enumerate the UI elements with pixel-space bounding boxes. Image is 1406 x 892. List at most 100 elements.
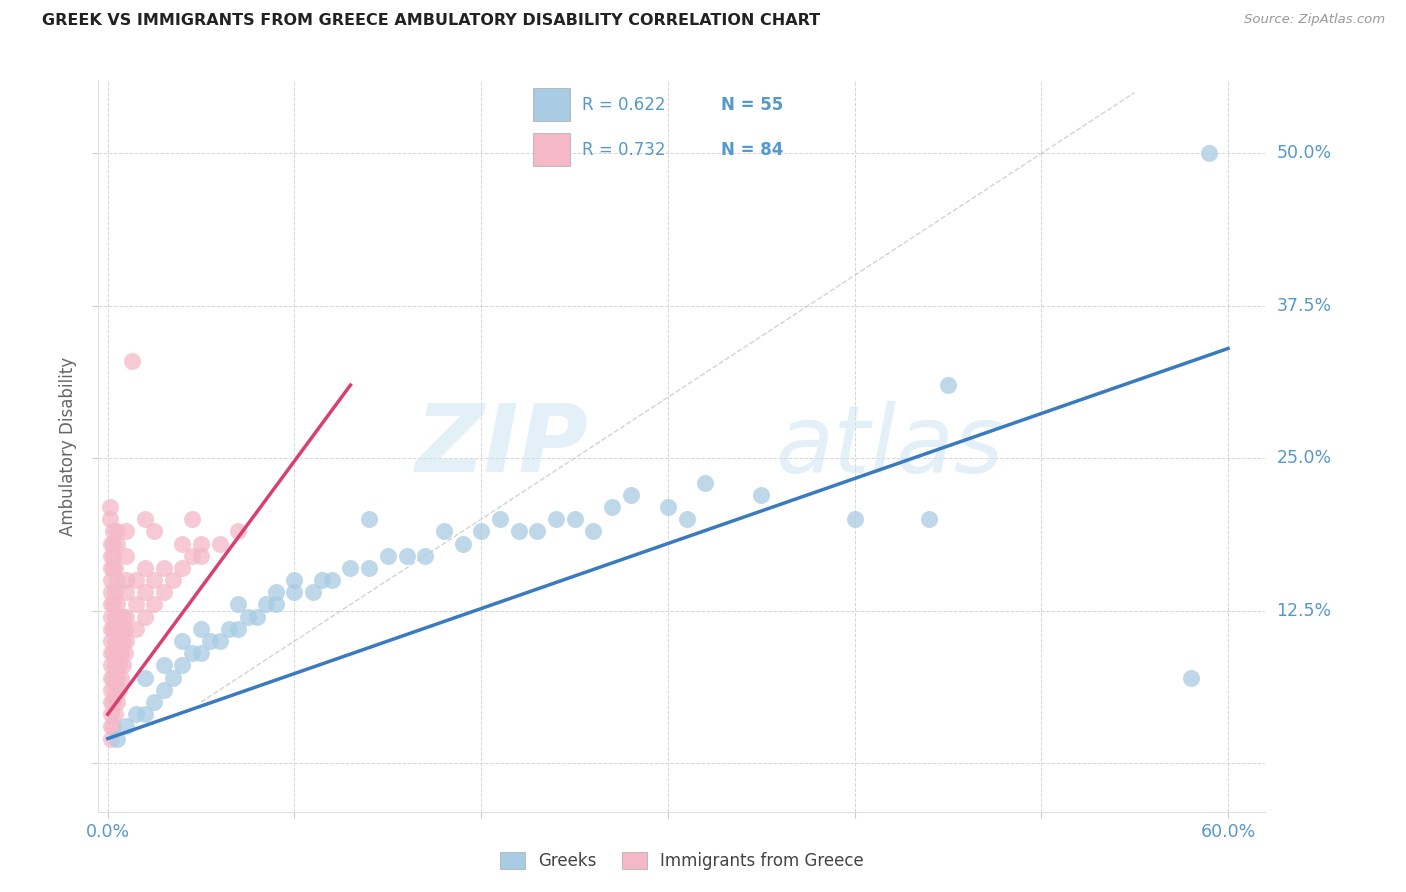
Point (125, 598, 148, 612)
Point (103, 695, 125, 709)
Point (395, 549, 418, 563)
Point (105, 573, 128, 587)
Point (508, 524, 530, 539)
Point (105, 598, 128, 612)
Point (451, 536, 474, 550)
Point (108, 682, 131, 697)
Point (321, 573, 343, 587)
Point (111, 658, 134, 673)
Point (190, 536, 212, 550)
Point (190, 622, 212, 636)
Point (172, 561, 194, 575)
Text: N = 55: N = 55 (721, 95, 783, 113)
Point (110, 622, 132, 636)
Point (619, 488, 641, 502)
Text: atlas: atlas (775, 401, 1004, 491)
Point (100, 573, 122, 587)
Point (1180, 671, 1202, 685)
Text: Source: ZipAtlas.com: Source: ZipAtlas.com (1244, 13, 1385, 27)
Point (100, 561, 122, 575)
Point (100, 731, 122, 746)
Point (115, 585, 138, 599)
Point (1198, 146, 1220, 161)
Point (104, 707, 127, 722)
Point (100, 646, 122, 660)
Point (105, 695, 128, 709)
Text: R = 0.732: R = 0.732 (582, 141, 665, 159)
Point (111, 609, 134, 624)
Point (115, 719, 138, 733)
Point (103, 622, 125, 636)
Text: 12.5%: 12.5% (1277, 601, 1331, 620)
Point (544, 512, 567, 526)
Point (190, 549, 212, 563)
Point (143, 598, 166, 612)
Point (100, 536, 122, 550)
Point (180, 646, 202, 660)
Text: 0.0%: 0.0% (86, 822, 129, 841)
Point (844, 512, 866, 526)
Point (600, 500, 623, 514)
Point (105, 524, 128, 539)
Point (115, 549, 138, 563)
Point (108, 609, 131, 624)
Point (115, 573, 138, 587)
Point (110, 671, 132, 685)
Text: 25.0%: 25.0% (1277, 450, 1331, 467)
Point (100, 585, 122, 599)
Point (228, 622, 250, 636)
Point (283, 585, 305, 599)
Point (104, 585, 127, 599)
Point (110, 646, 132, 660)
Point (311, 573, 333, 587)
Point (936, 378, 959, 392)
Point (100, 695, 122, 709)
Point (134, 585, 156, 599)
Point (105, 646, 128, 660)
Point (104, 682, 127, 697)
Point (675, 512, 697, 526)
Point (470, 524, 492, 539)
Point (162, 573, 184, 587)
Point (200, 634, 222, 648)
Point (134, 707, 156, 722)
Point (105, 622, 128, 636)
Point (143, 573, 166, 587)
Point (339, 561, 361, 575)
Point (115, 609, 138, 624)
Point (152, 658, 174, 673)
Point (377, 549, 399, 563)
Point (134, 561, 156, 575)
Point (104, 634, 127, 648)
Point (228, 598, 250, 612)
Point (105, 731, 128, 746)
Text: 60.0%: 60.0% (1201, 822, 1256, 841)
Point (236, 609, 259, 624)
Point (489, 512, 512, 526)
Point (134, 512, 156, 526)
Point (695, 475, 717, 490)
Point (103, 646, 125, 660)
Text: R = 0.622: R = 0.622 (582, 95, 665, 113)
Legend: Greeks, Immigrants from Greece: Greeks, Immigrants from Greece (494, 845, 870, 877)
Text: 37.5%: 37.5% (1277, 297, 1331, 315)
Point (111, 634, 134, 648)
Point (918, 512, 941, 526)
Point (143, 524, 166, 539)
Point (208, 536, 231, 550)
Point (134, 671, 156, 685)
Point (152, 682, 174, 697)
Point (143, 695, 166, 709)
Point (98, 500, 121, 514)
Point (98, 512, 121, 526)
FancyBboxPatch shape (533, 133, 569, 166)
Point (100, 622, 122, 636)
Text: GREEK VS IMMIGRANTS FROM GREECE AMBULATORY DISABILITY CORRELATION CHART: GREEK VS IMMIGRANTS FROM GREECE AMBULATO… (42, 13, 820, 29)
Point (125, 707, 148, 722)
Point (114, 622, 136, 636)
Point (114, 646, 136, 660)
Point (100, 707, 122, 722)
Text: N = 84: N = 84 (721, 141, 783, 159)
Point (100, 549, 122, 563)
Point (526, 524, 548, 539)
